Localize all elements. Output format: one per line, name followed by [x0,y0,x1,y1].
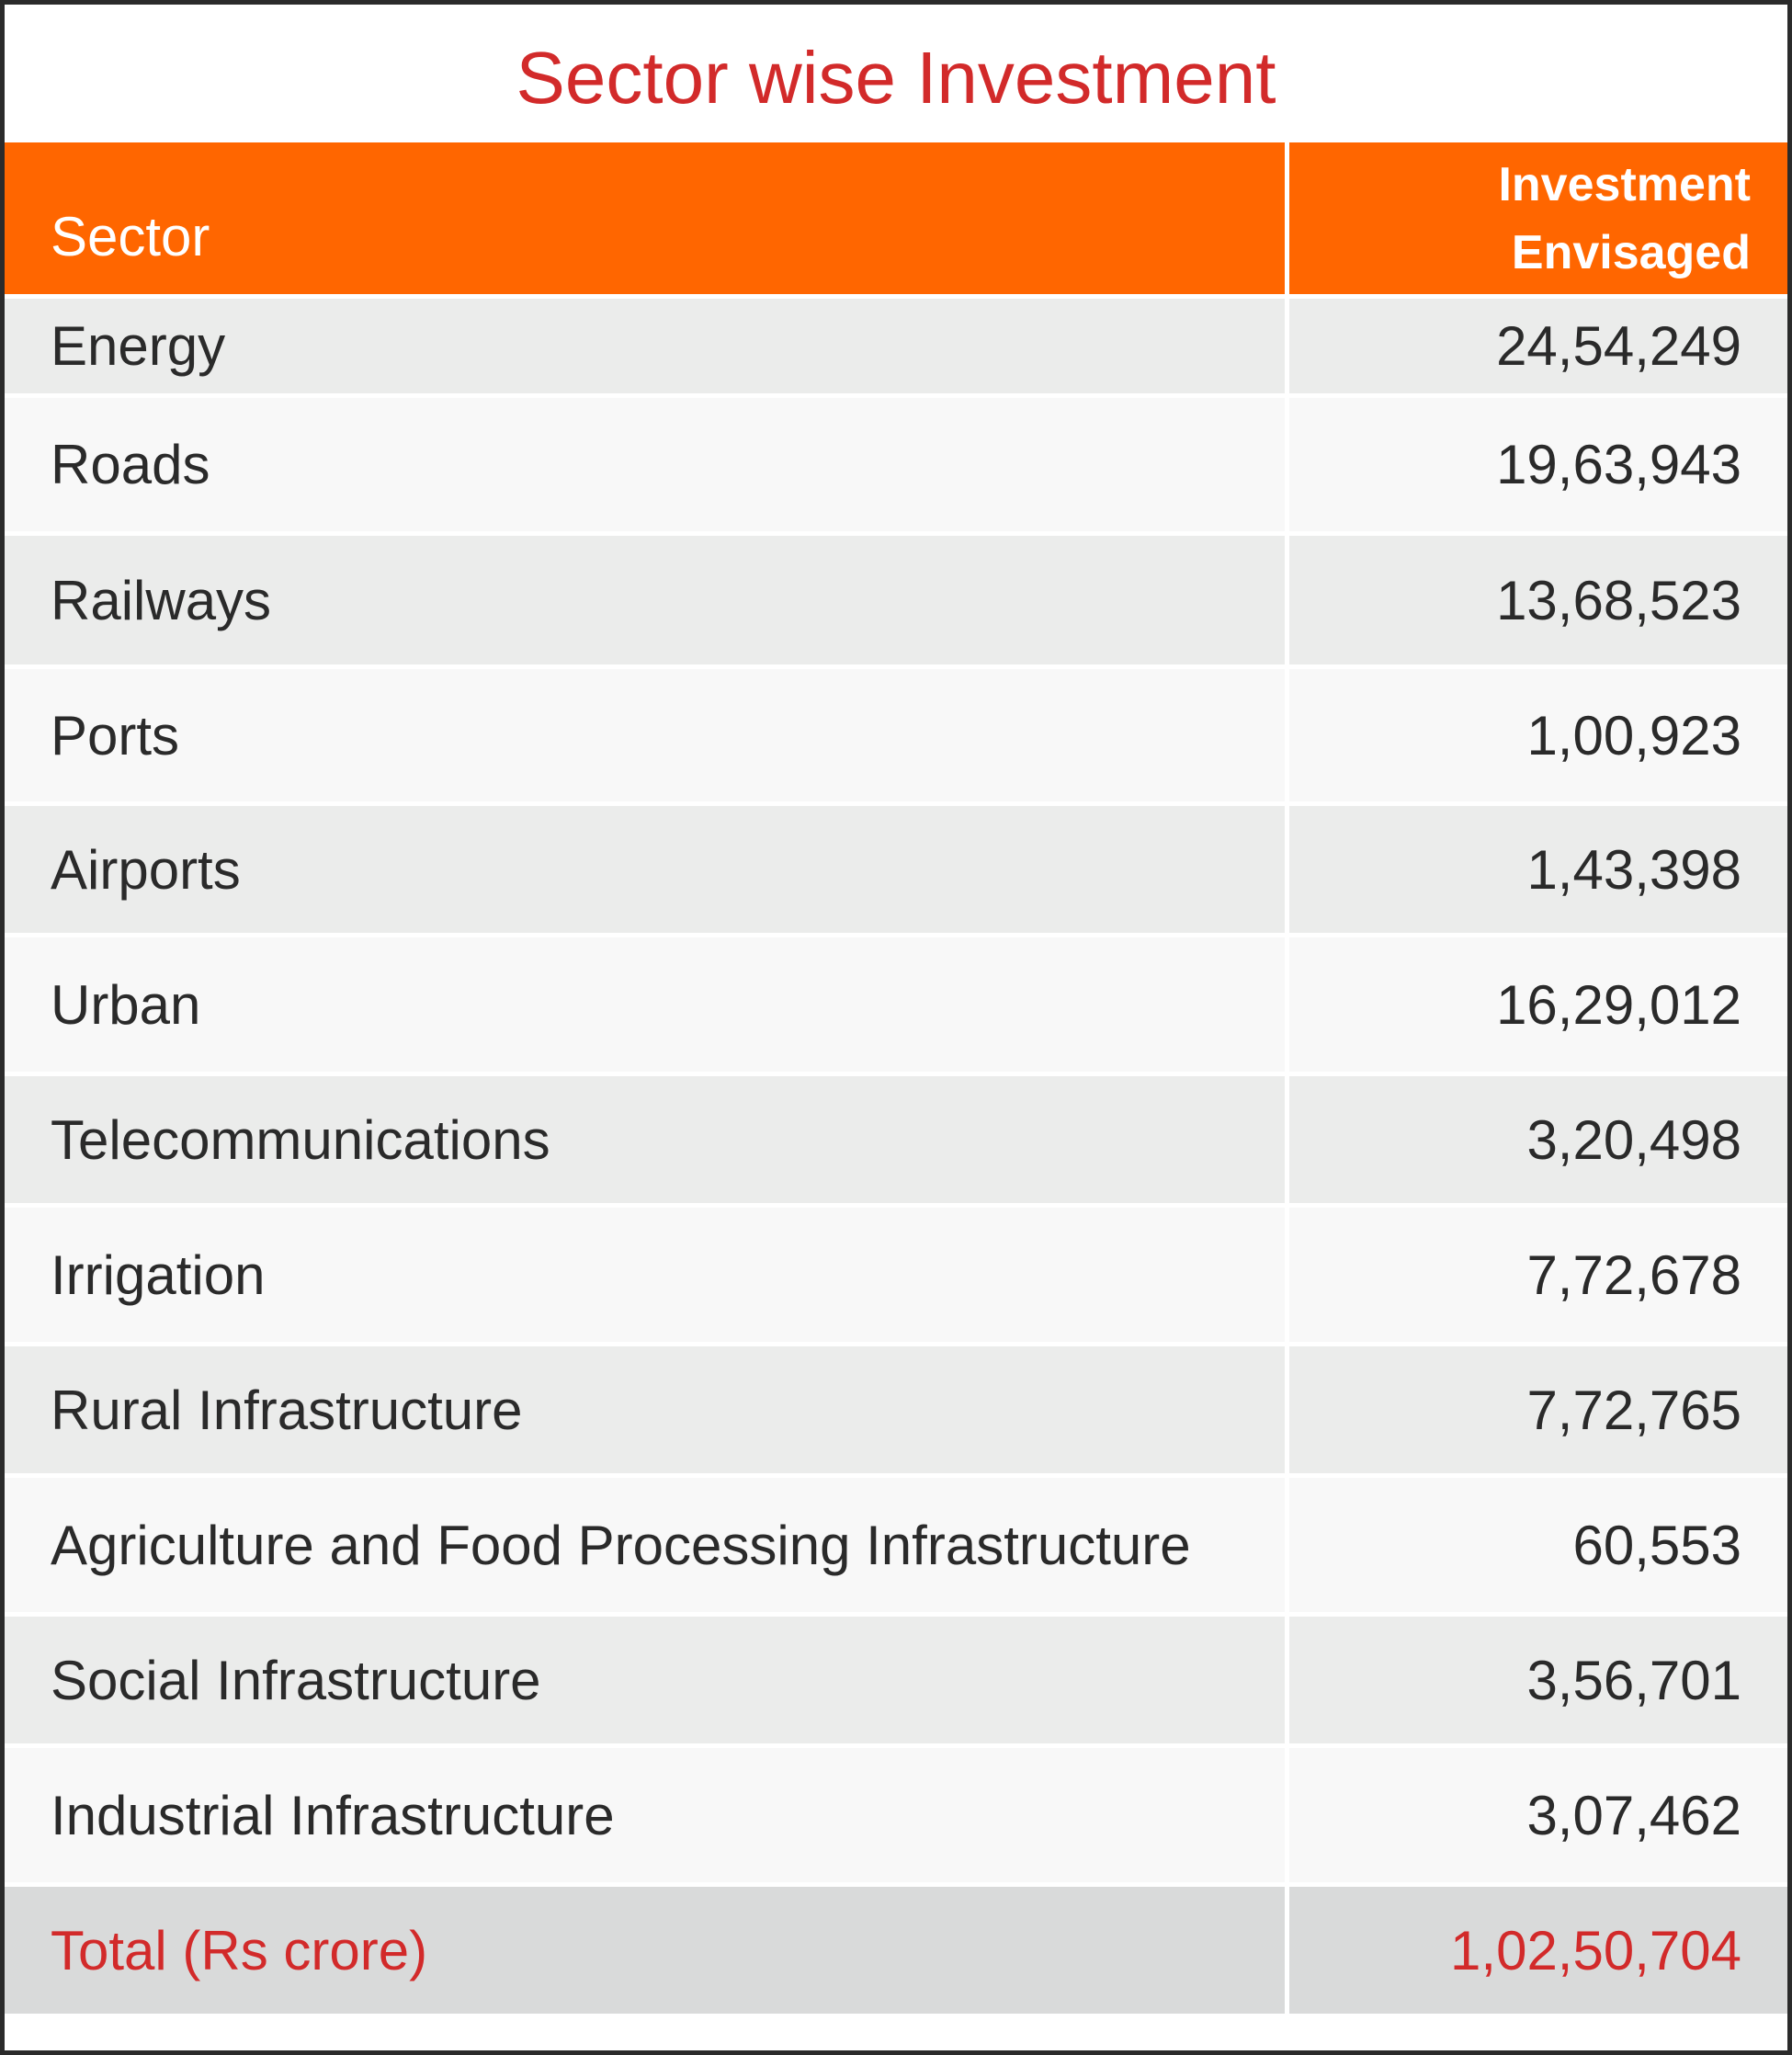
table-row: Social Infrastructure 3,56,701 [5,1612,1787,1743]
investment-value: 3,20,498 [1289,1076,1787,1203]
sector-name: Irrigation [5,1208,1286,1342]
table-body: Energy 24,54,249 Roads 19,63,943 Railway… [5,294,1787,2014]
total-label: Total (Rs crore) [5,1887,1286,2014]
sector-name: Energy [5,299,1286,393]
table-row: Energy 24,54,249 [5,294,1787,393]
investment-value: 1,00,923 [1289,669,1787,801]
header-investment-line2: Envisaged [1511,225,1751,279]
table-row: Railways 13,68,523 [5,531,1787,664]
sector-name: Urban [5,937,1286,1072]
investment-value: 19,63,943 [1289,398,1787,531]
investment-value: 16,29,012 [1289,937,1787,1072]
sector-name: Telecommunications [5,1076,1286,1203]
table-row: Ports 1,00,923 [5,664,1787,801]
sector-name: Industrial Infrastructure [5,1748,1286,1882]
sector-name: Agriculture and Food Processing Infrastr… [5,1478,1286,1612]
sector-name: Ports [5,669,1286,801]
table-row: Agriculture and Food Processing Infrastr… [5,1473,1787,1612]
investment-value: 7,72,765 [1289,1346,1787,1473]
investment-value: 3,07,462 [1289,1748,1787,1882]
sector-name: Roads [5,398,1286,531]
header-investment-line1: Investment [1498,157,1751,211]
investment-value: 1,43,398 [1289,806,1787,933]
table-row: Industrial Infrastructure 3,07,462 [5,1743,1787,1882]
header-sector: Sector [5,142,1286,294]
sector-name: Railways [5,536,1286,664]
table-row: Urban 16,29,012 [5,933,1787,1072]
table-row: Airports 1,43,398 [5,801,1787,933]
table-title: Sector wise Investment [516,37,1276,119]
investment-value: 13,68,523 [1289,536,1787,664]
table-row: Rural Infrastructure 7,72,765 [5,1342,1787,1473]
investment-value: 60,553 [1289,1478,1787,1612]
header-investment: Investment Envisaged [1289,142,1787,294]
sector-name: Rural Infrastructure [5,1346,1286,1473]
total-value: 1,02,50,704 [1289,1887,1787,2014]
sector-name: Social Infrastructure [5,1617,1286,1743]
investment-value: 3,56,701 [1289,1617,1787,1743]
table-row-total: Total (Rs crore) 1,02,50,704 [5,1882,1787,2014]
table-row: Irrigation 7,72,678 [5,1203,1787,1342]
investment-value: 7,72,678 [1289,1208,1787,1342]
table-row: Telecommunications 3,20,498 [5,1072,1787,1203]
sector-name: Airports [5,806,1286,933]
investment-value: 24,54,249 [1289,299,1787,393]
table-row: Roads 19,63,943 [5,393,1787,531]
table-header: Sector Investment Envisaged [5,142,1787,294]
